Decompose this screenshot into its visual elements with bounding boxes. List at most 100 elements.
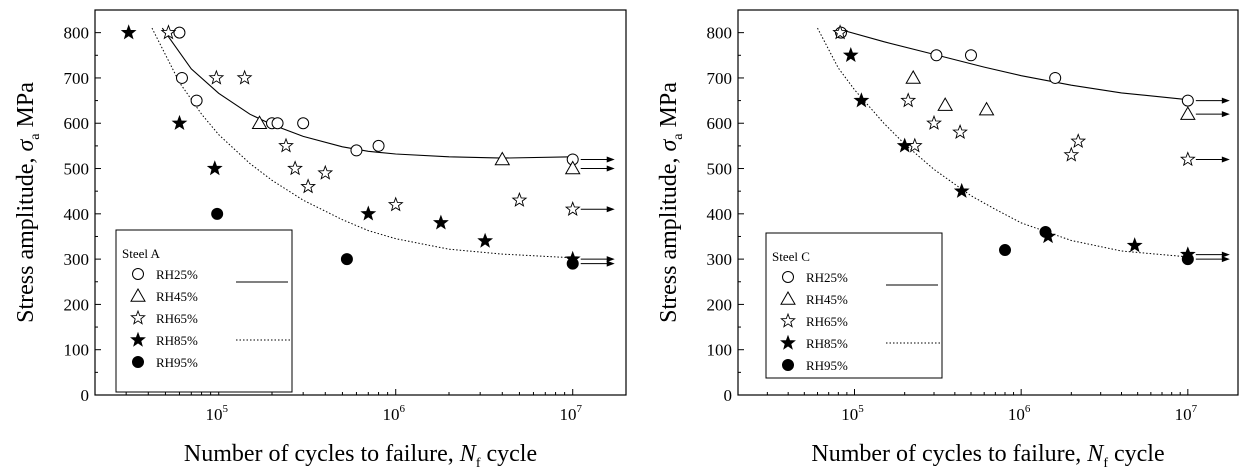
point-rh25 — [190, 94, 203, 107]
plot-frame — [94, 9, 627, 396]
x-tick-label: 106 — [1008, 403, 1031, 424]
y-tick-label: 700 — [707, 69, 733, 88]
point-rh85 — [477, 232, 494, 248]
x-axis-label: Number of cycles to failure, Nf cycle — [811, 441, 1164, 471]
point-rh25 — [271, 117, 284, 130]
legend-marker — [130, 309, 146, 325]
point-rh65 — [511, 191, 528, 207]
point-rh45 — [564, 160, 581, 175]
legend-box — [765, 232, 943, 379]
point-rh85 — [120, 24, 137, 40]
runout-arrow-head — [1221, 256, 1230, 263]
y-tick-label: 500 — [64, 160, 90, 179]
x-tick-label: 107 — [559, 403, 582, 424]
legend-marker — [130, 287, 146, 302]
fit-curve-dotted — [817, 27, 1188, 258]
runout-arrow-head — [606, 260, 615, 267]
legend-title: Steel C — [772, 249, 810, 264]
x-tick-label: 106 — [382, 403, 405, 424]
legend-label: RH65% — [806, 314, 848, 329]
legend-label: RH95% — [156, 355, 198, 370]
point-rh65 — [278, 137, 294, 153]
point-rh65 — [564, 201, 581, 217]
y-tick-label: 100 — [707, 341, 733, 360]
point-rh65 — [208, 69, 225, 85]
point-rh65 — [287, 160, 303, 176]
legend-marker — [780, 334, 796, 350]
y-tick-label: 0 — [724, 386, 733, 405]
point-rh45 — [1179, 106, 1196, 120]
fit-curve-dotted — [151, 27, 573, 259]
point-rh65 — [926, 114, 942, 130]
legend-label: RH95% — [806, 358, 848, 373]
point-rh25 — [1181, 94, 1194, 107]
point-rh85 — [206, 160, 223, 176]
legend-marker — [782, 271, 794, 283]
point-rh85 — [432, 214, 449, 230]
y-tick-label: 400 — [707, 205, 733, 224]
point-rh25 — [964, 49, 977, 62]
point-rh85 — [953, 182, 970, 198]
fit-curve-solid — [838, 28, 1188, 101]
point-rh85 — [896, 137, 913, 153]
legend-marker — [132, 268, 144, 280]
point-rh45 — [978, 101, 995, 116]
y-tick-label: 800 — [64, 24, 90, 43]
y-tick-label: 300 — [707, 250, 733, 269]
point-rh25 — [930, 49, 943, 62]
point-rh95 — [566, 257, 579, 270]
runout-arrow-head — [606, 156, 615, 163]
point-rh45 — [905, 69, 922, 84]
point-rh25 — [175, 71, 188, 84]
y-tick-label: 200 — [707, 295, 733, 314]
point-rh95 — [340, 253, 353, 266]
point-rh45 — [251, 115, 268, 129]
runout-arrow-head — [1221, 97, 1230, 104]
y-tick-label: 800 — [707, 24, 733, 43]
legend-marker — [780, 312, 796, 328]
point-rh65 — [1179, 151, 1196, 167]
point-rh45 — [494, 151, 511, 166]
point-rh65 — [1070, 133, 1087, 149]
point-rh95 — [1181, 253, 1194, 266]
point-rh95 — [1039, 225, 1052, 238]
point-rh65 — [1063, 146, 1080, 162]
y-tick-label: 0 — [81, 386, 90, 405]
x-tick-label: 107 — [1175, 403, 1198, 424]
legend-marker — [132, 356, 144, 368]
runout-arrow-head — [606, 165, 615, 172]
y-axis-label: Stress amplitude, σa MPa — [13, 82, 43, 323]
legend-title: Steel A — [122, 246, 161, 261]
legend-marker — [780, 290, 796, 305]
point-rh85 — [842, 47, 859, 63]
point-rh85 — [360, 205, 377, 221]
point-rh85 — [171, 114, 188, 130]
chart-steel-c: 0 100 200 300 400 500 600 700 800 105 106 107 Number… — [656, 9, 1239, 471]
point-rh85 — [1126, 237, 1143, 253]
runout-arrow-head — [606, 256, 615, 263]
y-axis-label: Stress amplitude, σa MPa — [656, 82, 686, 323]
legend-box — [115, 229, 293, 393]
point-rh25 — [372, 139, 385, 152]
point-rh65 — [900, 92, 917, 108]
y-tick-label: 700 — [64, 69, 90, 88]
legend-label: RH65% — [156, 311, 198, 326]
plot-frame — [737, 9, 1239, 396]
point-rh65 — [236, 69, 253, 85]
point-rh65 — [952, 124, 968, 140]
x-axis-label: Number of cycles to failure, Nf cycle — [184, 441, 537, 471]
runout-arrow-head — [1221, 251, 1230, 258]
y-tick-label: 300 — [64, 250, 90, 269]
y-tick-label: 400 — [64, 205, 90, 224]
y-tick-label: 500 — [707, 160, 733, 179]
legend-label: RH45% — [156, 289, 198, 304]
point-rh95 — [999, 244, 1012, 257]
legend-marker — [782, 359, 794, 371]
point-rh25 — [297, 117, 310, 130]
chart-steel-a: 0 100 200 300 400 500 600 700 800 105 106 107 Number… — [13, 9, 627, 471]
runout-arrow-head — [606, 206, 615, 213]
point-rh65 — [160, 24, 177, 40]
runout-arrow-head — [1221, 111, 1230, 118]
legend-label: RH85% — [806, 336, 848, 351]
